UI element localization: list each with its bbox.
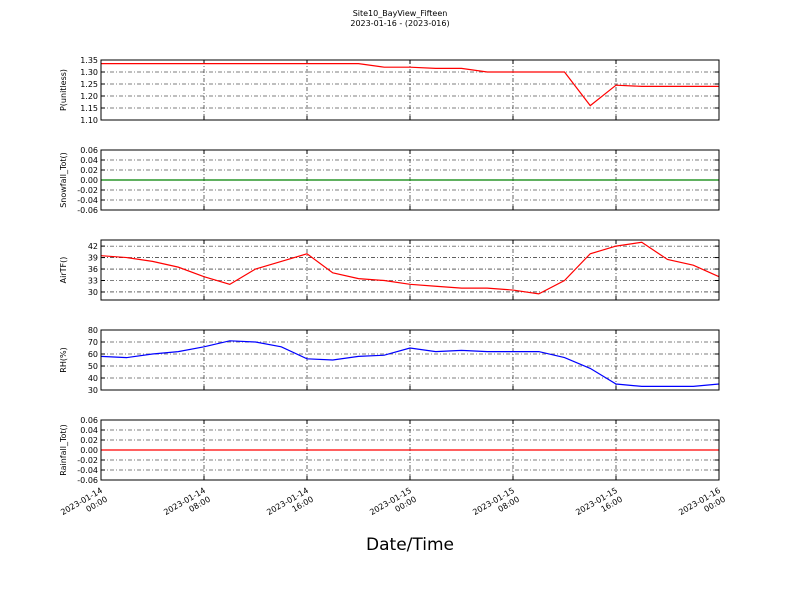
figure-title: Site10_BayView_Fifteen (353, 9, 448, 18)
y-tick-label: 36 (88, 265, 98, 274)
x-tick-label: 2023-01-1516:00 (574, 486, 624, 526)
y-axis-label: AirTF() (59, 257, 68, 284)
y-tick-label: 0.02 (80, 166, 98, 175)
plot-frame (100, 59, 720, 121)
x-tick-label: 2023-01-1508:00 (471, 486, 521, 526)
x-tick-label: 2023-01-1500:00 (368, 486, 418, 526)
y-tick-label: 50 (88, 362, 98, 371)
y-tick-label: -0.06 (77, 476, 98, 485)
y-tick-label: 1.20 (80, 92, 98, 101)
y-tick-label: 0.06 (80, 416, 98, 425)
y-axis-label: Rainfall_Tot() (59, 424, 68, 476)
y-tick-label: 0.04 (80, 426, 98, 435)
data-line (100, 340, 720, 387)
x-tick-label: 2023-01-1400:00 (59, 486, 109, 526)
plot-frame (100, 239, 720, 301)
y-tick-label: 39 (88, 254, 98, 263)
y-tick-label: 30 (88, 288, 98, 297)
y-tick-label: 1.35 (80, 56, 98, 65)
data-line (100, 241, 720, 295)
y-tick-label: 1.15 (80, 104, 98, 113)
y-tick-label: 1.25 (80, 80, 98, 89)
y-tick-label: 40 (88, 374, 98, 383)
x-tick-label: 2023-01-1416:00 (265, 486, 315, 526)
y-tick-label: 0.00 (80, 446, 98, 455)
y-tick-label: 33 (88, 277, 98, 286)
y-tick-label: -0.02 (77, 456, 98, 465)
y-tick-label: 1.10 (80, 116, 98, 125)
data-line (101, 62, 719, 107)
y-tick-label: 70 (88, 338, 98, 347)
y-tick-label: 1.30 (80, 68, 98, 77)
y-tick-label: -0.04 (77, 196, 98, 205)
y-tick-label: 0.06 (80, 146, 98, 155)
y-tick-label: 0.02 (80, 436, 98, 445)
y-tick-label: 60 (88, 350, 98, 359)
x-axis-label: Date/Time (366, 535, 454, 555)
y-axis-label: Snowfall_Tot() (59, 152, 68, 208)
y-tick-label: 80 (88, 326, 98, 335)
y-axis-label: P(unitless) (59, 69, 68, 111)
y-tick-label: -0.04 (77, 466, 98, 475)
plot-frame (100, 419, 720, 481)
y-tick-label: -0.02 (77, 186, 98, 195)
y-tick-label: -0.06 (77, 206, 98, 215)
y-tick-label: 0.00 (80, 176, 98, 185)
plot-frame (100, 149, 720, 211)
y-tick-label: 42 (88, 242, 98, 251)
plot-frame (100, 329, 720, 391)
x-tick-label: 2023-01-1600:00 (677, 486, 727, 526)
y-axis-label: RH(%) (59, 347, 68, 372)
y-tick-label: 30 (88, 386, 98, 395)
x-tick-label: 2023-01-1408:00 (162, 486, 212, 526)
figure-subtitle: 2023-01-16 - (2023-016) (350, 19, 449, 28)
y-tick-label: 0.04 (80, 156, 98, 165)
